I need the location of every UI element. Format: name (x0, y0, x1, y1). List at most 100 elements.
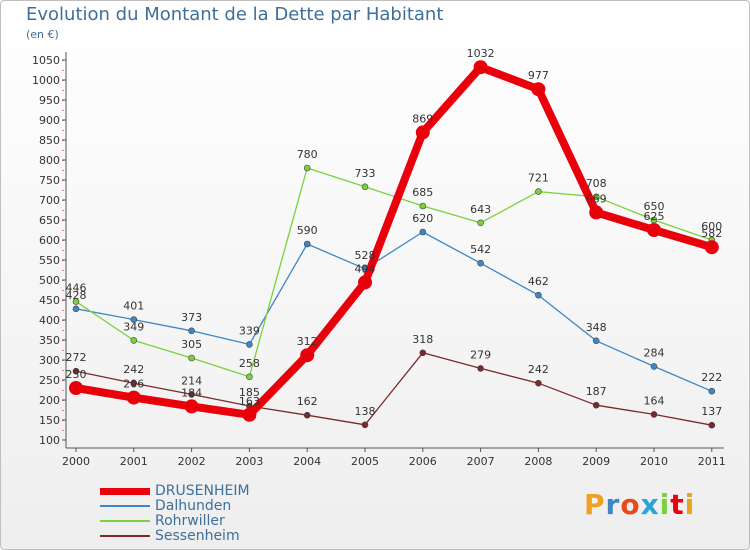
y-tick-label: 450 (39, 294, 60, 307)
y-tick-label: 200 (39, 394, 60, 407)
legend-label: DRUSENHEIM (155, 483, 250, 499)
data-label: 1032 (467, 47, 495, 60)
data-point (704, 240, 719, 255)
logo-letter: t (670, 488, 685, 521)
data-point (184, 399, 199, 414)
data-label: 721 (528, 172, 549, 185)
y-tick-label: 950 (39, 94, 60, 107)
data-label: 222 (701, 371, 722, 384)
data-point (419, 349, 427, 357)
legend-swatch (100, 520, 150, 522)
y-tick-label: 600 (39, 234, 60, 247)
data-label: 162 (297, 395, 318, 408)
legend-label: Sessenheim (155, 528, 240, 544)
data-point (708, 421, 716, 429)
x-tick-label: 2000 (62, 455, 90, 468)
data-label: 494 (355, 262, 376, 275)
y-tick-label: 700 (39, 194, 60, 207)
data-label: 733 (355, 167, 376, 180)
y-tick-label: 500 (39, 274, 60, 287)
data-label: 373 (181, 311, 202, 324)
data-label: 977 (528, 69, 549, 82)
data-label: 528 (355, 249, 376, 262)
data-label: 318 (412, 333, 433, 346)
y-tick-label: 300 (39, 354, 60, 367)
y-tick-label: 800 (39, 154, 60, 167)
data-point (130, 337, 138, 344)
data-point (242, 407, 257, 422)
data-label: 462 (528, 275, 549, 288)
data-label: 272 (66, 351, 87, 364)
logo-letter: i (659, 488, 671, 521)
data-label: 163 (239, 395, 260, 408)
x-tick-label: 2002 (178, 455, 206, 468)
data-label: 869 (412, 112, 433, 125)
y-tick-label: 1000 (32, 74, 60, 87)
legend-label: Dalhunden (155, 498, 232, 514)
x-tick-label: 2008 (524, 455, 552, 468)
logo-letter: P (584, 488, 606, 521)
data-point (126, 390, 141, 405)
data-label: 184 (181, 386, 202, 399)
data-label: 349 (123, 320, 144, 333)
x-tick-label: 2007 (467, 455, 495, 468)
x-tick-label: 2001 (120, 455, 148, 468)
data-point (477, 365, 484, 372)
legend-swatch (100, 505, 150, 507)
data-label: 542 (470, 243, 491, 256)
data-label: 137 (701, 405, 722, 418)
data-label: 242 (123, 363, 144, 376)
data-point (69, 381, 83, 395)
data-point (130, 379, 138, 387)
data-label: 708 (586, 177, 607, 190)
data-point (303, 240, 311, 248)
data-label: 600 (701, 220, 722, 233)
data-point (303, 164, 311, 172)
data-point (419, 202, 427, 210)
data-point (419, 228, 427, 236)
logo-letter: i (684, 488, 696, 521)
data-point (358, 275, 372, 290)
y-tick-label: 150 (39, 414, 60, 427)
legend-label: Rohrwiller (155, 513, 225, 529)
data-label: 428 (66, 289, 87, 302)
x-tick-label: 2004 (293, 455, 321, 468)
data-label: 650 (644, 200, 665, 213)
data-point (589, 205, 604, 220)
data-label: 230 (66, 368, 87, 381)
data-label: 582 (701, 227, 722, 240)
data-label: 305 (181, 338, 202, 351)
y-tick-label: 1050 (32, 54, 60, 67)
legend-swatch (100, 488, 150, 495)
data-point (477, 219, 484, 227)
data-point (72, 305, 80, 313)
data-point (72, 298, 80, 305)
data-point (361, 183, 369, 191)
data-point (188, 327, 195, 335)
data-label: 242 (528, 363, 549, 376)
y-tick-label: 650 (39, 214, 60, 227)
data-point (592, 401, 600, 409)
data-point (535, 188, 542, 195)
x-tick-label: 2011 (698, 455, 726, 468)
y-tick-label: 550 (39, 254, 60, 267)
data-label: 685 (412, 186, 433, 199)
data-point (188, 354, 195, 362)
data-label: 312 (297, 335, 318, 348)
chart-title: Evolution du Montant de la Dette par Hab… (26, 4, 444, 25)
data-point (72, 367, 80, 375)
data-point (531, 82, 546, 97)
data-label: 780 (297, 148, 318, 161)
x-tick-label: 2009 (582, 455, 610, 468)
series-line-sessenheim (75, 352, 713, 426)
data-label: 164 (644, 394, 665, 407)
y-tick-label: 350 (39, 334, 60, 347)
data-label: 446 (66, 282, 87, 295)
y-tick-label: 750 (39, 174, 60, 187)
y-tick-label: 400 (39, 314, 60, 327)
data-point (246, 373, 253, 381)
data-point (477, 259, 484, 267)
data-label: 625 (644, 210, 665, 223)
